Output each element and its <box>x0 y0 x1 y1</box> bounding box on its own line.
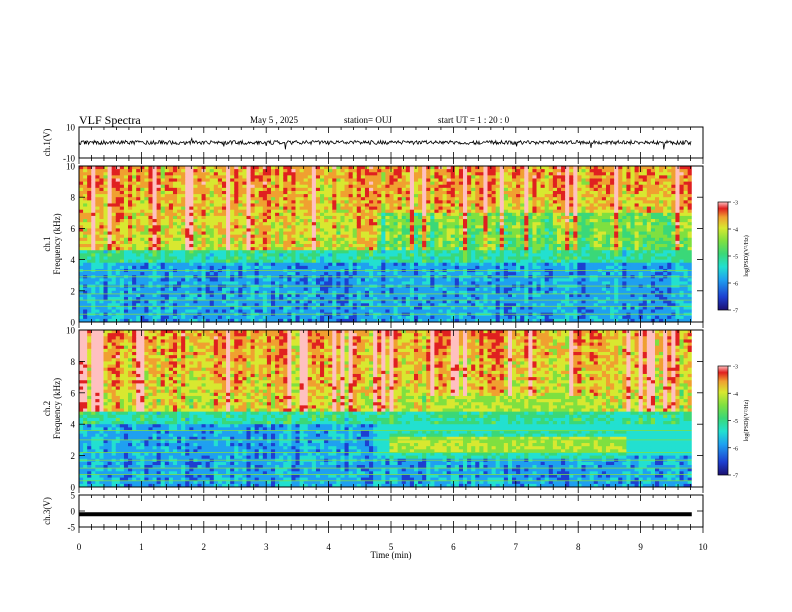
ch1-spectrogram-ytick-label: 6 <box>71 224 76 234</box>
xtick-label: 5 <box>389 542 394 552</box>
ch1-spectrogram-ytick-label: 10 <box>66 162 76 172</box>
station-label: station= OUJ <box>344 115 392 125</box>
ch3-waveform-ytick-label: 5 <box>71 491 76 501</box>
ch2-spectrogram-ytick-label: 2 <box>71 451 76 461</box>
ch1-waveform-trace <box>78 137 692 150</box>
ch1-spectrogram-ytick-label: 2 <box>71 286 76 296</box>
ch1-spectrogram-ytick-label: 8 <box>71 193 76 203</box>
ch1-spectrogram-ylabel-channel: ch.1 <box>42 236 52 251</box>
xtick-label: 0 <box>77 542 82 552</box>
ch2-spectrogram-ylabel-freq: Frequency (kHz) <box>52 378 62 439</box>
xtick-label: 1 <box>139 542 144 552</box>
xtick-label: 2 <box>202 542 207 552</box>
ch2-spectrogram-colorbar-tick-label: -3 <box>733 365 738 371</box>
xtick-label: 6 <box>451 542 456 552</box>
ch1-waveform-ytick-label: -10 <box>63 154 75 164</box>
ch2-spectrogram-ytick-label: 10 <box>66 326 76 336</box>
ch1-spectrogram-colorbar-tick-label: -5 <box>733 255 738 261</box>
ch2-spectrogram-colorbar <box>717 365 729 476</box>
ch2-spectrogram-colorbar-tick-label: -7 <box>733 474 738 480</box>
ch2-spectrogram-ytick-label: 6 <box>71 388 76 398</box>
xtick-label: 4 <box>326 542 331 552</box>
ch2-spectrogram-ylabel-channel: ch.2 <box>42 401 52 416</box>
ch3-waveform-ytick-label: -5 <box>68 523 76 533</box>
ch1-waveform-ytick-label: 10 <box>66 123 76 133</box>
ch3-waveform-ylabel: ch.3(V) <box>42 497 52 525</box>
ch2-spectrogram-colorbar-tick-label: -4 <box>733 392 738 398</box>
date-label: May 5 , 2025 <box>250 115 298 125</box>
xtick-label: 9 <box>638 542 643 552</box>
ch2-spectrogram-colorbar-tick-label: -6 <box>733 446 738 452</box>
ch2-spectrogram-ytick-label: 4 <box>71 420 76 430</box>
ch1-spectrogram-colorbar <box>717 201 729 311</box>
xtick-label: 7 <box>514 542 519 552</box>
start-time-label: start UT = 1 : 20 : 0 <box>438 115 510 125</box>
ch1-spectrogram-ytick-label: 4 <box>71 255 76 265</box>
xtick-label: 8 <box>576 542 581 552</box>
ch2-spectrogram-ytick-label: 8 <box>71 357 76 367</box>
ch1-spectrogram-colorbar-tick-label: -6 <box>733 282 738 288</box>
ch2-spectrogram-colorbar-tick-label: -5 <box>733 419 738 425</box>
ch1-spectrogram-colorbar-tick-label: -4 <box>733 228 738 234</box>
ch1-spectrogram-ytick-label: 0 <box>71 318 76 328</box>
ch2-spectrogram-ytick-label: 0 <box>71 483 76 493</box>
x-axis-label: Time (min) <box>371 550 412 560</box>
ch2-spectrogram-colorbar-label: log(PSD)(V²/Hz) <box>743 400 750 441</box>
figure-title: VLF Spectra <box>79 113 141 127</box>
xtick-label: 10 <box>699 542 709 552</box>
ch1-spectrogram-colorbar-tick-label: -3 <box>733 201 738 207</box>
xtick-label: 3 <box>264 542 269 552</box>
ch2-spectrogram <box>79 330 703 488</box>
ch1-spectrogram-colorbar-tick-label: -7 <box>733 309 738 315</box>
ch3-waveform-ytick-label: 0 <box>71 507 76 517</box>
ch1-spectrogram-ylabel-freq: Frequency (kHz) <box>52 213 62 274</box>
ch1-spectrogram-colorbar-label: log(PSD)(V²/Hz) <box>743 235 750 276</box>
ch1-spectrogram <box>79 166 703 323</box>
ch1-waveform-ylabel: ch.1(V) <box>42 129 52 157</box>
